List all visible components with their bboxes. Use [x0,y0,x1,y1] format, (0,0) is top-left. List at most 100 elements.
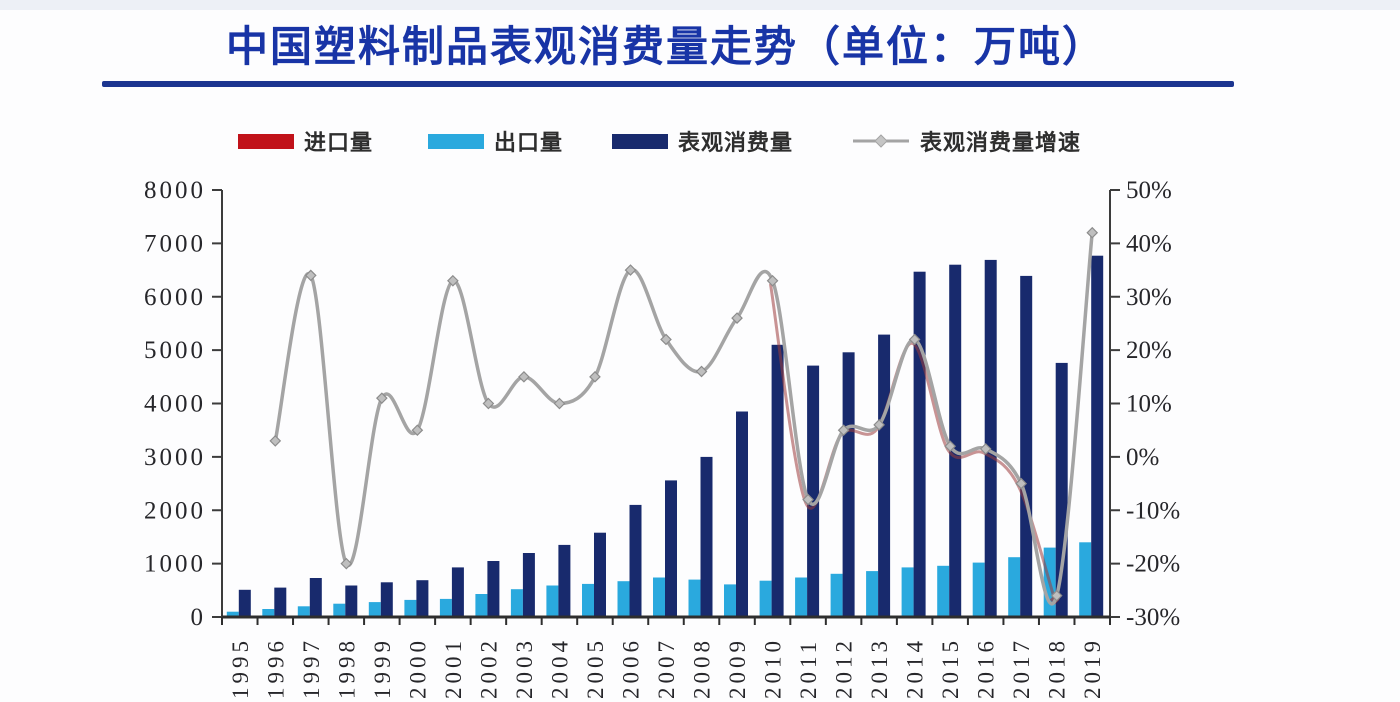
consumption-bar-2001 [451,567,464,617]
growth-marker-2003 [518,370,530,383]
x-label-2004: 2004 [547,637,572,699]
left-tick-label-7000: 7000 [144,230,206,257]
x-label-2008: 2008 [690,637,715,699]
growth-marker-2013 [873,419,885,431]
growth-marker-2007 [660,333,672,346]
growth-marker-1996 [269,435,282,447]
export-bar-1999 [368,602,381,617]
right-tick-label-30%: 30% [1126,284,1172,311]
export-swatch [428,133,484,149]
legend-label-growth: 表观消费量增速 [920,130,1082,155]
growth-marker-2014 [908,333,921,346]
consumption-bar-1998 [345,585,358,617]
growth-marker-2005 [589,370,601,383]
consumption-bar-2002 [487,561,500,617]
export-bar-1996 [262,609,275,617]
x-label-2015: 2015 [938,637,963,699]
growth-marker-2015 [944,440,957,453]
x-label-2012: 2012 [832,637,857,699]
export-bar-1997 [297,606,310,617]
right-tick-label-50%: 50% [1126,177,1172,204]
legend-item-consumption: 表观消费量 [612,129,793,155]
x-label-2007: 2007 [654,637,679,699]
export-bar-2012 [830,573,843,617]
right-tick-label-40%: 40% [1126,230,1172,257]
left-tick-label-8000: 8000 [144,177,206,204]
right-tick-label--10%: -10% [1126,497,1180,524]
growth-marker-2010 [766,274,779,287]
title-divider-rule [102,81,1234,87]
x-label-2017: 2017 [1009,637,1034,699]
export-bar-2001 [439,598,452,617]
x-label-2016: 2016 [974,637,999,699]
consumption-bar-2014 [913,271,926,617]
export-bar-1995 [226,611,239,617]
x-label-1995: 1995 [228,637,253,699]
consumption-bar-2007 [665,480,677,617]
x-label-2009: 2009 [725,637,750,699]
growth-marker-1997 [304,269,317,282]
consumption-bar-2010 [771,344,784,617]
export-bar-2005 [582,583,594,617]
left-tick-label-4000: 4000 [144,391,206,418]
export-bar-2000 [404,599,417,617]
x-label-1997: 1997 [299,637,324,699]
export-bar-2016 [972,562,985,617]
legend-label-import: 进口量 [304,130,374,155]
right-tick-label--20%: -20% [1126,551,1180,578]
growth-swatch-marker [874,134,888,148]
x-label-1996: 1996 [263,637,288,699]
legend-item-import: 进口量 [238,129,373,155]
export-bar-2009 [724,584,736,617]
growth-line [273,230,1094,606]
growth-marker-2012 [837,424,850,437]
x-label-2019: 2019 [1080,637,1105,699]
left-tick-label-3000: 3000 [144,444,206,471]
x-label-2000: 2000 [405,637,430,699]
export-bar-2019 [1079,542,1092,617]
x-label-2001: 2001 [441,637,466,699]
growth-marker-2018 [1050,589,1063,602]
consumption-swatch [612,133,668,149]
consumption-bar-2012 [842,352,855,617]
consumption-bar-2005 [594,532,606,617]
growth-marker-2009 [731,312,743,324]
left-tick-label-5000: 5000 [144,337,206,364]
top-border-strip [0,0,1400,10]
consumption-bar-2004 [558,544,571,617]
x-label-2010: 2010 [761,637,786,699]
export-bar-2017 [1008,557,1021,617]
export-bar-2015 [937,565,950,617]
legend-label-consumption: 表观消费量 [678,130,794,155]
consumption-bar-1999 [380,582,393,617]
left-tick-label-0: 0 [191,604,207,631]
export-bar-2011 [795,577,808,617]
consumption-bar-1997 [309,578,322,617]
consumption-bar-2000 [416,580,429,617]
growth-marker-2016 [979,443,992,455]
growth-marker-1998 [340,557,353,570]
export-bar-2003 [510,589,523,617]
consumption-bar-2006 [629,504,642,617]
export-bar-2008 [688,579,701,617]
export-bar-2007 [653,577,665,617]
legend-item-export: 出口量 [428,129,563,155]
chart-title: 中国塑料制品表观消费量走势（单位：万吨） [225,23,1106,70]
growth-line-swatch [853,134,909,148]
growth-marker-2004 [553,397,566,410]
consumption-bar-1996 [274,587,287,617]
legend-label-export: 出口量 [494,130,564,155]
consumption-bar-2009 [736,411,748,617]
growth-marker-2006 [624,264,637,276]
x-label-2018: 2018 [1045,637,1070,699]
export-bar-2004 [546,585,559,617]
consumption-bar-2015 [949,264,962,617]
consumption-bar-2011 [807,365,820,617]
consumption-bar-2013 [878,334,891,617]
x-label-2006: 2006 [618,637,643,699]
right-tick-label--30%: -30% [1126,604,1180,631]
growth-marker-1999 [375,392,388,405]
x-label-2014: 2014 [903,637,928,699]
